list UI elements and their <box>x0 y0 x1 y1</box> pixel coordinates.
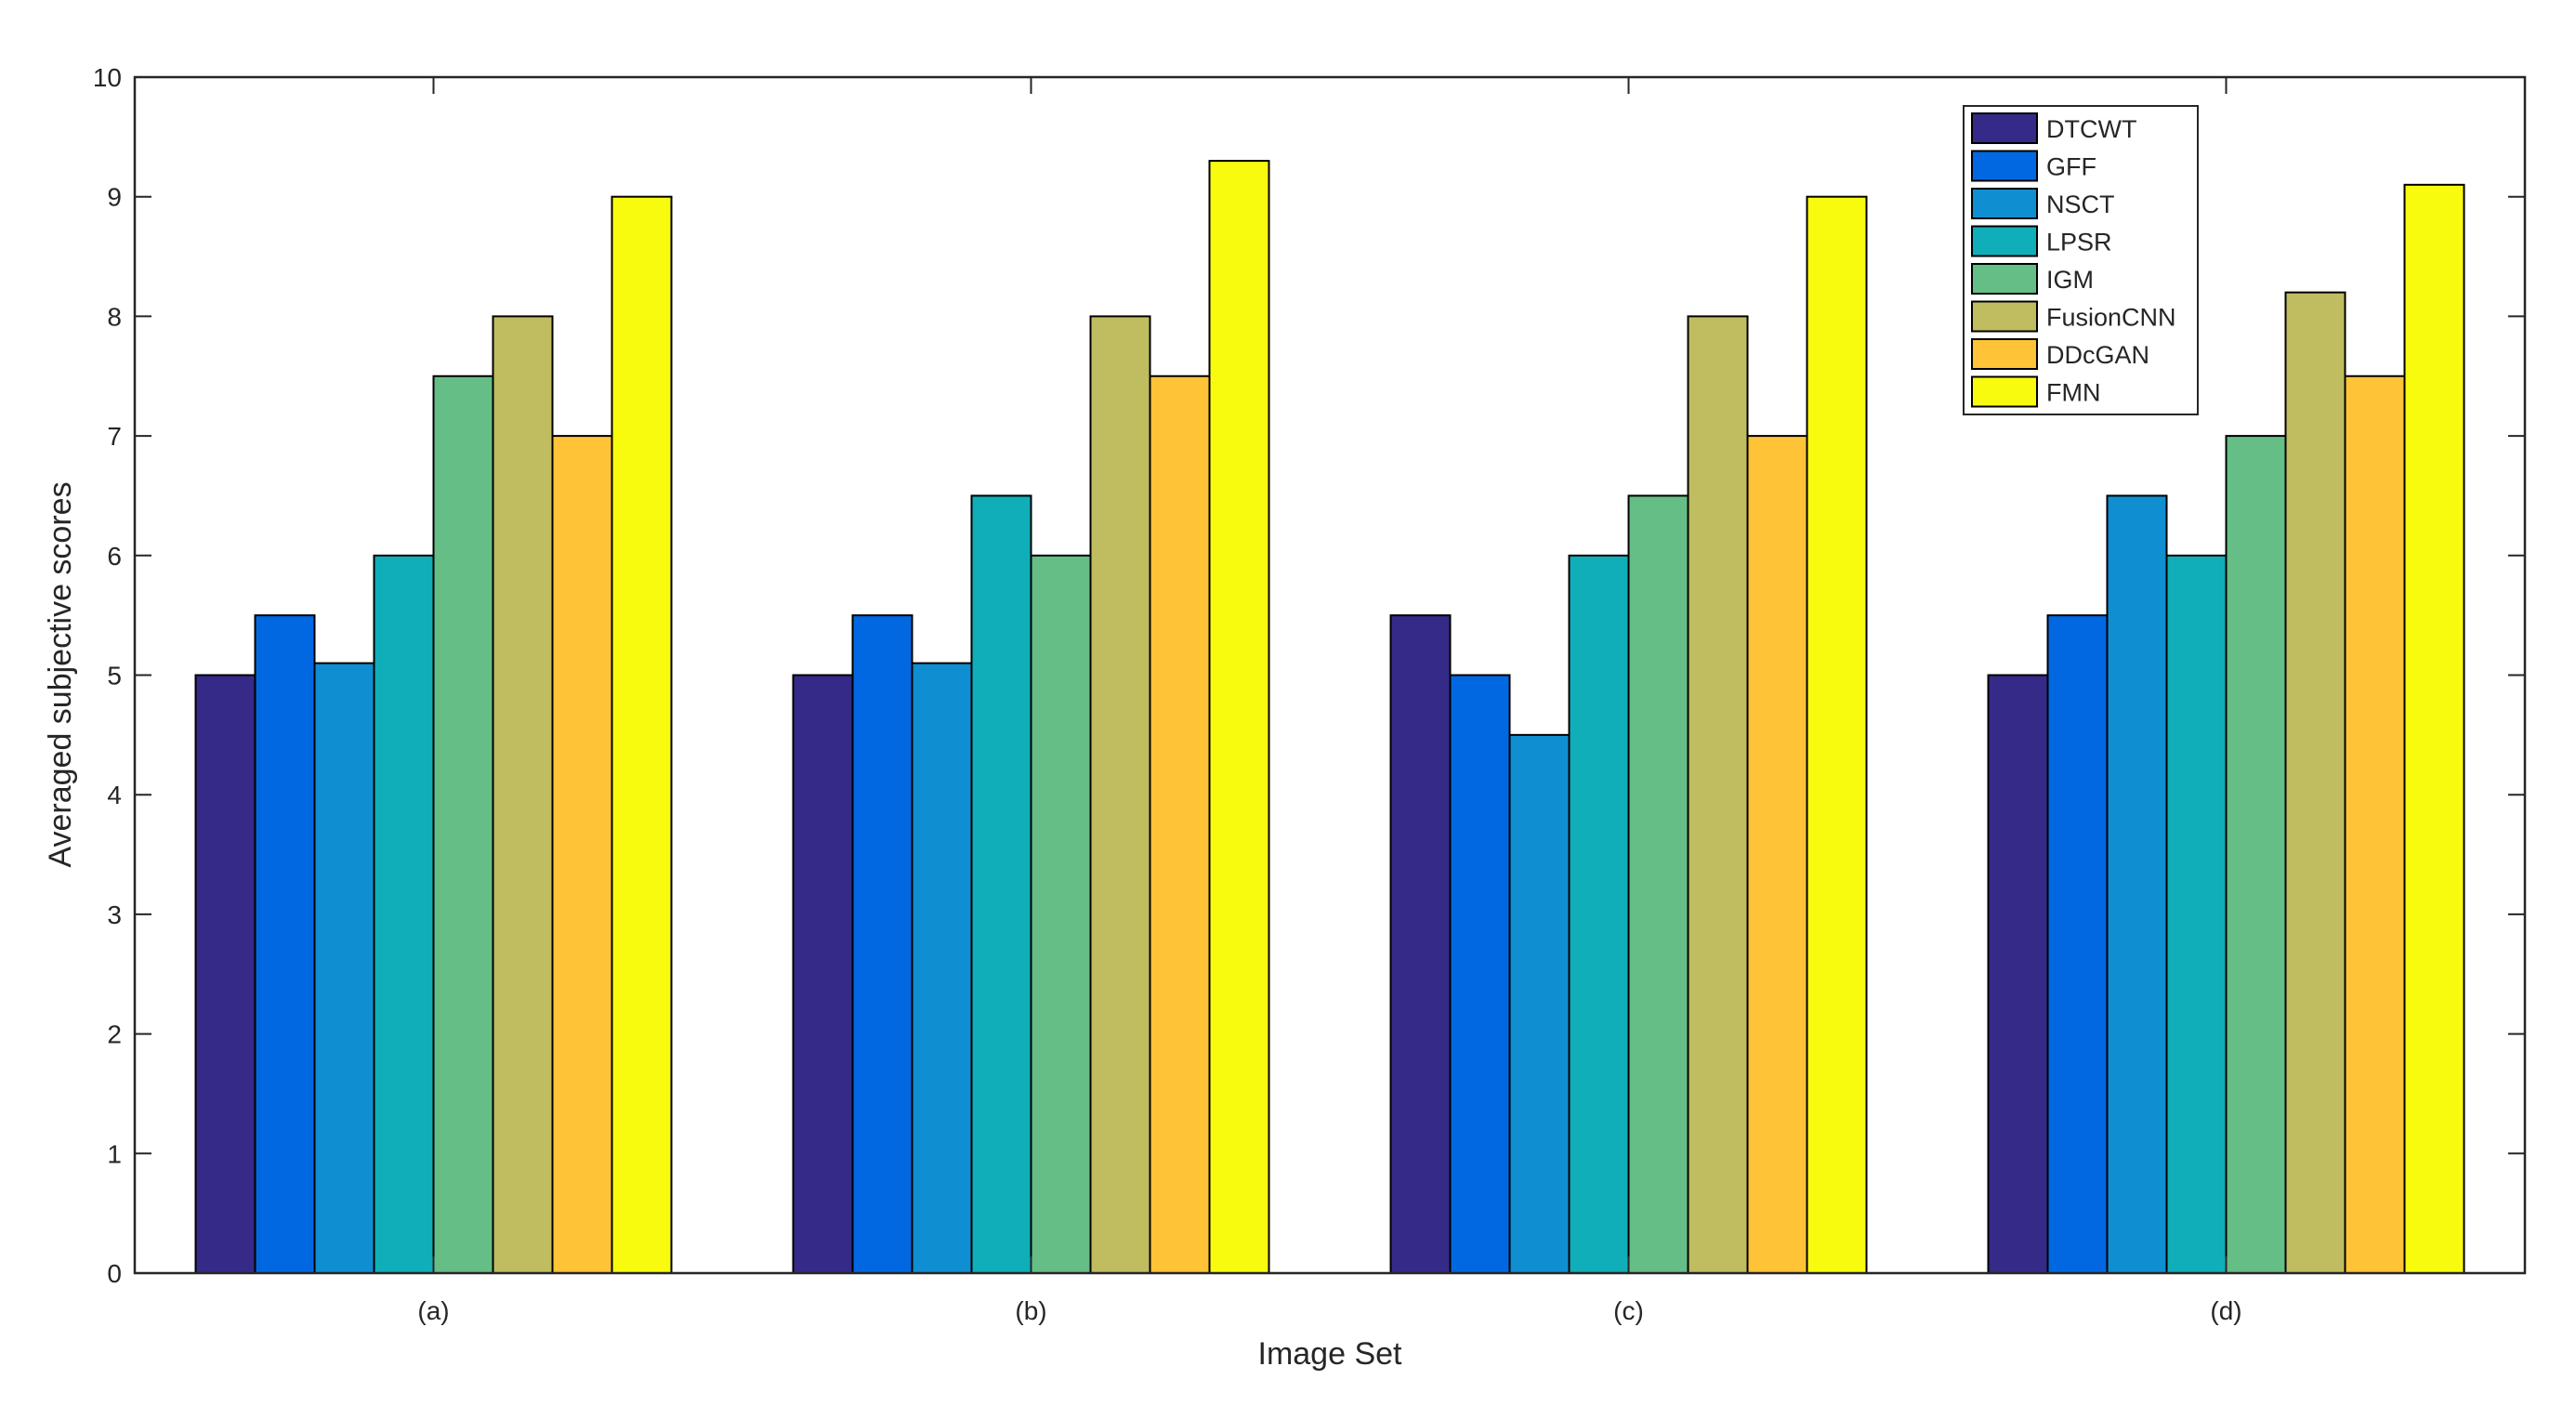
bar-dtcwt-d <box>1987 674 2049 1274</box>
x-axis-title: Image Set <box>1258 1336 1403 1372</box>
y-tick-label: 8 <box>107 302 122 331</box>
bar-gff-c <box>1449 674 1511 1274</box>
bar-fmn-a <box>611 195 673 1275</box>
y-tick-label: 10 <box>93 63 122 92</box>
bar-ddcgan-b <box>1149 374 1211 1274</box>
y-tick-label: 0 <box>107 1259 122 1288</box>
bar-nsct-a <box>313 662 375 1274</box>
bar-dtcwt-a <box>194 674 256 1274</box>
bar-igm-a <box>432 374 494 1274</box>
legend-swatch-lpsr <box>1971 225 2038 257</box>
legend-swatch-igm <box>1971 263 2038 295</box>
y-tick-label: 6 <box>107 542 122 571</box>
legend-swatch-dtcwt <box>1971 112 2038 144</box>
y-tick-label: 3 <box>107 900 122 929</box>
legend-label-igm: IGM <box>2046 266 2094 294</box>
y-tick-label: 5 <box>107 662 122 690</box>
bar-ddcgan-d <box>2344 374 2406 1274</box>
x-tick-label: (b) <box>1015 1296 1046 1325</box>
bar-dtcwt-b <box>792 674 854 1274</box>
legend-swatch-gff <box>1971 150 2038 182</box>
bar-nsct-b <box>911 662 973 1274</box>
bar-ddcgan-a <box>551 435 613 1275</box>
x-tick-label: (a) <box>417 1296 449 1325</box>
y-tick-label: 2 <box>107 1020 122 1049</box>
bar-igm-d <box>2225 435 2287 1275</box>
bar-nsct-c <box>1508 733 1571 1274</box>
x-tick-label: (d) <box>2210 1296 2241 1325</box>
bar-lpsr-c <box>1568 554 1630 1274</box>
bar-lpsr-a <box>373 554 435 1274</box>
bar-fmn-c <box>1806 195 1868 1275</box>
bar-fmn-d <box>2403 183 2465 1275</box>
bar-gff-b <box>851 614 913 1274</box>
legend-swatch-fusioncnn <box>1971 300 2038 333</box>
legend-label-fusioncnn: FusionCNN <box>2046 304 2176 332</box>
legend-swatch-nsct <box>1971 188 2038 219</box>
ticks-layer: 0 1 2 3 4 5 6 7 8 9 10 (a) (b) (c) (d) <box>93 63 2525 1325</box>
bar-fusioncnn-d <box>2284 291 2346 1274</box>
y-tick-label: 4 <box>107 781 122 809</box>
bar-igm-c <box>1627 494 1689 1274</box>
legend-label-ddcgan: DDcGAN <box>2046 341 2149 369</box>
bar-gff-d <box>2046 614 2109 1274</box>
bar-lpsr-b <box>970 494 1032 1274</box>
legend-label-nsct: NSCT <box>2046 191 2115 218</box>
bar-lpsr-d <box>2165 554 2228 1274</box>
bar-igm-b <box>1030 554 1092 1274</box>
y-axis-title: Averaged subjective scores <box>43 481 78 867</box>
bar-fmn-b <box>1208 160 1270 1275</box>
bar-fusioncnn-a <box>492 315 554 1274</box>
legend-label-dtcwt: DTCWT <box>2046 115 2136 143</box>
x-tick-label: (c) <box>1613 1296 1644 1325</box>
bar-ddcgan-c <box>1746 435 1808 1275</box>
y-tick-label: 1 <box>107 1139 122 1168</box>
bar-nsct-d <box>2106 494 2168 1274</box>
bar-fusioncnn-b <box>1089 315 1151 1274</box>
legend-label-fmn: FMN <box>2046 379 2100 407</box>
legend-swatch-fmn <box>1971 375 2038 408</box>
legend-label-lpsr: LPSR <box>2046 229 2112 256</box>
bars-layer <box>194 160 2465 1275</box>
legend: DTCWT GFF NSCT LPSR IGM FusionCNN DDcGAN FMN <box>1963 105 2199 415</box>
bar-gff-a <box>254 614 316 1274</box>
legend-swatch-ddcgan <box>1971 338 2038 370</box>
legend-label-gff: GFF <box>2046 153 2096 181</box>
y-tick-label: 9 <box>107 183 122 212</box>
y-tick-label: 7 <box>107 422 122 451</box>
legend-items: DTCWT GFF NSCT LPSR IGM FusionCNN DDcGAN FMN <box>1971 112 2176 408</box>
bar-dtcwt-c <box>1389 614 1452 1274</box>
bar-fusioncnn-c <box>1687 315 1749 1274</box>
